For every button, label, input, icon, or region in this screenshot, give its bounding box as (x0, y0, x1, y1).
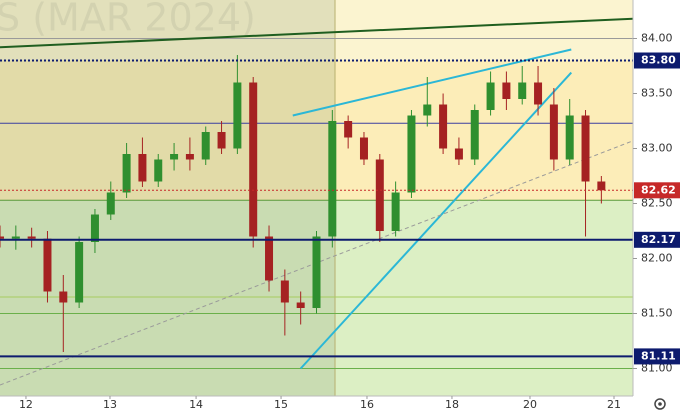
x-tick-label: 21 (607, 398, 621, 411)
candle-body (280, 280, 289, 303)
price-badge (634, 348, 680, 365)
candle-body (201, 132, 210, 160)
shade (0, 0, 336, 396)
price-badge-label: 82.62 (641, 183, 676, 196)
candle-body (518, 82, 527, 99)
y-tick-label: 82.50 (641, 197, 673, 210)
time-axis (0, 396, 633, 414)
candle-body (502, 82, 511, 99)
zone (0, 60, 633, 201)
y-tick-label: 81.50 (641, 307, 673, 320)
y-tick-label: 82.00 (641, 252, 673, 265)
candle-body (375, 159, 384, 231)
y-tick-label: 83.50 (641, 87, 673, 100)
plot-area (0, 0, 633, 396)
candle-body (439, 104, 448, 149)
candle-body (534, 82, 543, 105)
candle-body (122, 154, 131, 193)
candle-body (59, 291, 68, 303)
y-tick-label: 84.00 (641, 32, 673, 45)
candle-body (407, 115, 416, 193)
price-badge (634, 52, 680, 69)
y-tick-label: 83.00 (641, 142, 673, 155)
candle-body (581, 115, 590, 182)
price-badge-label: 82.17 (641, 233, 676, 246)
candle-body (75, 242, 84, 303)
candle-body (43, 238, 52, 292)
candle-body (265, 236, 274, 281)
watermark: ES (MAR 2024) (0, 0, 256, 40)
candle-body (154, 159, 163, 182)
candle-body (90, 214, 99, 242)
x-tick-label: 12 (19, 398, 33, 411)
candle-body (233, 82, 242, 149)
candle-body (138, 154, 147, 182)
price-badge (634, 231, 680, 248)
plot (0, 17, 633, 386)
candle-body (170, 154, 179, 160)
trend-line (299, 71, 573, 370)
candle-body (27, 236, 36, 239)
candle-body (0, 236, 4, 239)
price-axis (633, 0, 680, 414)
x-tick-label: 14 (189, 398, 203, 411)
candle-body (470, 110, 479, 160)
settings-icon[interactable] (654, 398, 666, 410)
zone (0, 0, 633, 61)
candle-body (486, 82, 495, 110)
candle-body (328, 121, 337, 237)
candle-body (454, 148, 463, 160)
candle-body (597, 181, 606, 191)
candle-body (185, 154, 194, 160)
price-badge-label: 83.80 (641, 54, 676, 67)
x-tick-label: 16 (360, 398, 374, 411)
candle-body (312, 236, 321, 308)
price-badge-label: 81.11 (641, 349, 676, 362)
candle-body (565, 115, 574, 160)
x-tick-label: 18 (445, 398, 459, 411)
x-tick-label: 20 (523, 398, 537, 411)
candle-body (391, 192, 400, 231)
candle-body (359, 137, 368, 160)
x-tick-label: 13 (103, 398, 117, 411)
x-tick-label: 15 (274, 398, 288, 411)
candle-body (423, 104, 432, 116)
candle-body (549, 104, 558, 160)
candle-body (296, 302, 305, 308)
price-badge (634, 182, 680, 199)
y-tick-label: 81.00 (641, 362, 673, 375)
trend-line (0, 17, 633, 49)
candle-body (344, 121, 353, 138)
candle-body (106, 192, 115, 215)
candle-body (249, 82, 258, 237)
candle-body (217, 132, 226, 149)
candle-body (11, 236, 20, 239)
